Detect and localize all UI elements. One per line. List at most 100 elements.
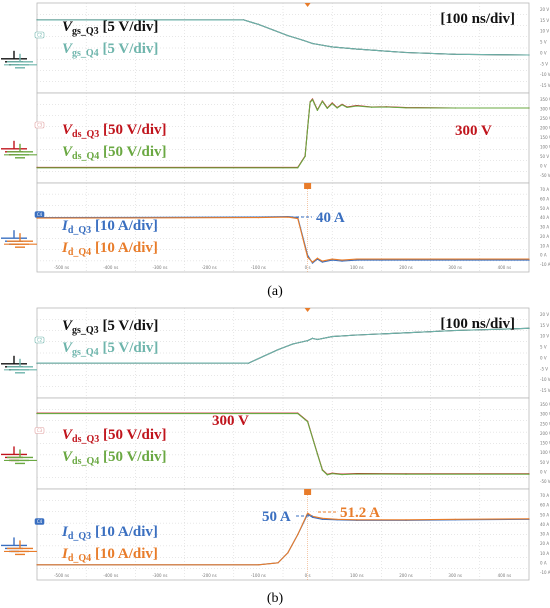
label-unit: [10 A/div]: [91, 218, 158, 234]
pa-vgs-point-Vgs_Q4: [331, 46, 333, 48]
pa-id-point-Id_Q4: [331, 258, 333, 260]
pa-vds-ytick: -50 V: [540, 173, 550, 178]
pb-id-point-Id_Q4: [356, 519, 358, 521]
label-symbol: I: [61, 524, 69, 540]
pb-id-ytick: -10 A: [540, 570, 550, 575]
pa-id-point-Id_Q3: [311, 262, 314, 264]
pb-id-point-Id_Q4: [277, 562, 279, 564]
label-symbol: V: [62, 144, 74, 160]
pa-vds-point-Vds_Q4: [321, 100, 323, 102]
pa-vds-ytick: 300 V: [540, 107, 550, 112]
pa-xtick: -200 ns: [202, 265, 217, 270]
pa-id-point-Id_Q4: [528, 258, 530, 260]
pa-id-point-Id_Q4: [257, 217, 259, 219]
pa-id-point-Id_Q4: [405, 258, 407, 260]
panel-a: 20 V 15 V 10 V 5 V 0 V -5 V -10 V -15 V C2 Vgs_Q3…: [1, 2, 550, 273]
label-unit: [10 A/div]: [91, 546, 158, 562]
label-subscript: gs_Q4: [72, 48, 99, 59]
pb-vgs-ground-1: [1, 355, 27, 371]
pb-id-channel-tag: [34, 518, 45, 525]
pb-vgs-ytick: -5 V: [540, 366, 548, 371]
pa-vds-point-Vds_Q4: [356, 105, 358, 107]
pa-xtick: 400 ns: [498, 265, 512, 270]
pb-vds-channel-tag-label: C3: [37, 428, 43, 433]
pa-vgs-point-Vgs_Q4: [272, 29, 274, 31]
label-subscript: d_Q4: [68, 247, 91, 258]
pa-vds-point-Vds_Q4: [336, 107, 338, 109]
caption-a: (a): [267, 284, 283, 299]
pa-time-div: [100 ns/div]: [440, 11, 515, 27]
pa-id-ytick: 50 A: [540, 206, 549, 211]
pa-vgs-point-Vgs_Q4: [528, 54, 530, 56]
pb-id-point-Id_Q4: [405, 519, 407, 521]
pb-vds-ytick: 0 V: [540, 469, 547, 474]
pb-xtick: 100 ns: [350, 573, 364, 578]
pb-id-point-Id_Q4: [287, 552, 289, 554]
pb-id-ytick: 10 A: [540, 551, 549, 556]
pa-id-point-Id_Q3: [341, 260, 343, 262]
pb-vds-ytick: 200 V: [540, 431, 550, 436]
pb-vgs-ytick: 20 V: [540, 312, 549, 317]
pb-id-ytick: 70 A: [540, 493, 549, 498]
pa-vgs-ground-1: [1, 50, 27, 66]
pa-vgs-ytick: 10 V: [540, 29, 549, 34]
pa-id-point-Id_Q3: [405, 259, 407, 261]
pa-xtick: 300 ns: [448, 265, 462, 270]
pb-id-channel-tag-label: C4: [37, 519, 43, 524]
label-unit: [5 V/div]: [99, 318, 159, 334]
pb-id-label-1: Id_Q4 [10 A/div]: [61, 546, 158, 564]
pb-time-div: [100 ns/div]: [440, 316, 515, 332]
pb-vgs-ytick: 15 V: [540, 323, 549, 328]
pb-vds-ytick: 100 V: [540, 450, 550, 455]
pb-vgs-point-Vgs_Q4: [316, 338, 319, 341]
pa-vds-ytick: 50 V: [540, 154, 549, 159]
pb-vds-point-Vds_Q4: [331, 473, 333, 475]
pa-id-point-Id_Q4: [297, 218, 299, 220]
label-subscript: ds_Q3: [72, 434, 99, 445]
pa-id-point-Id_Q3: [454, 259, 456, 261]
pb-vds-ground-1: [1, 446, 27, 462]
pa-id-point-Id_Q4: [341, 259, 343, 261]
pa-vds-point-Vds_Q4: [370, 106, 373, 108]
label-symbol: V: [62, 427, 74, 443]
label-symbol: I: [61, 218, 69, 234]
pb-vgs-point-Vgs_Q4: [292, 343, 294, 345]
pa-vds-label-0: Vds_Q3 [50 V/div]: [62, 122, 166, 140]
label-subscript: gs_Q3: [72, 26, 99, 37]
pa-id-ytick: 20 A: [540, 234, 549, 239]
pb-vds-ground-2: [7, 449, 33, 465]
pb-vgs-ytick: 0 V: [540, 355, 547, 360]
pa-id-point-Id_Q3: [321, 261, 323, 263]
pa-id-ytick: 10 A: [540, 243, 549, 248]
pa-vds-point-Vds_Q4: [309, 101, 311, 103]
pa-id-point-Id_Q4: [316, 257, 319, 259]
pa-id-ytick: 40 A: [540, 215, 549, 220]
pb-id-point-Id_Q4: [336, 518, 338, 520]
pa-vgs-ytick: -15 V: [540, 83, 550, 88]
pa-annotation-40a: 40 A: [316, 210, 345, 226]
pb-id-point-Id_Q4: [257, 564, 259, 566]
pb-vgs-point-Vgs_Q4: [311, 337, 314, 339]
label-subscript: d_Q3: [68, 225, 91, 236]
pa-xtick: 100 ns: [350, 265, 364, 270]
pa-id-channel-tag-label: C4: [37, 212, 43, 217]
pa-vds-ground-1: [1, 140, 27, 156]
label-subscript: ds_Q4: [72, 456, 99, 467]
pb-vds-label-0: Vds_Q3 [50 V/div]: [62, 427, 166, 445]
pb-vds-ytick: 150 V: [540, 441, 550, 446]
pb-vds-ytick: 250 V: [540, 421, 550, 426]
pa-id-point-Id_Q3: [331, 259, 333, 261]
pa-vgs-label-0: Vgs_Q3 [5 V/div]: [62, 19, 158, 37]
pa-xtick: -400 ns: [103, 265, 118, 270]
pa-id-point-Id_Q4: [380, 258, 382, 260]
pb-vgs-point-Vgs_Q4: [528, 327, 530, 329]
pa-vds-channel-tag: [34, 121, 45, 129]
pb-annotation-300v: 300 V: [212, 413, 249, 429]
pa-vds-point-Vds_Q4: [341, 104, 343, 106]
pa-id-ytick: 70 A: [540, 187, 549, 192]
pb-id-point-Id_Q4: [454, 518, 456, 520]
pb-id-ytick: 30 A: [540, 532, 549, 537]
pb-id-ytick: 60 A: [540, 503, 549, 508]
pa-vds-point-Vds_Q4: [304, 155, 306, 157]
pb-vds-point-Vds_Q4: [405, 473, 407, 475]
